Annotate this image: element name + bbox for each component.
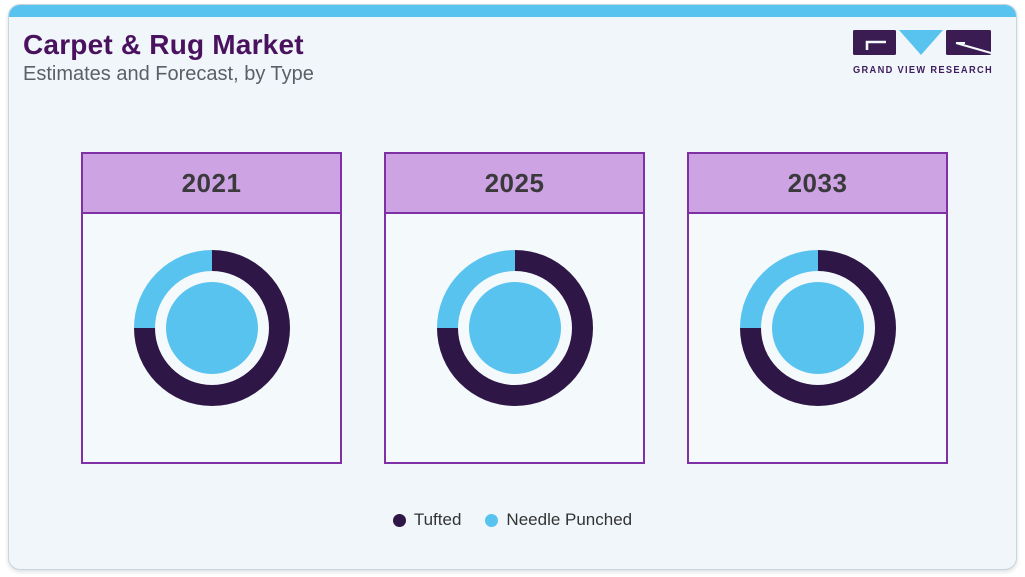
- donut-chart-2025: [436, 250, 593, 406]
- card-body: [83, 214, 340, 460]
- top-accent-bar: [9, 5, 1016, 17]
- year-cards-row: 2021 2025 2033: [81, 152, 948, 464]
- donut-center-circle: [165, 282, 258, 374]
- legend-item-tufted: Tufted: [392, 510, 462, 530]
- chart-legend: Tufted Needle Punched: [9, 510, 1016, 530]
- card-body: [689, 214, 946, 460]
- legend-item-needle-punched: Needle Punched: [485, 510, 632, 530]
- donut-chart-2033: [739, 250, 896, 406]
- card-body: [386, 214, 643, 460]
- card-year-header: 2021: [83, 154, 340, 214]
- donut-center-circle: [771, 282, 864, 374]
- infographic-panel: Carpet & Rug Market Estimates and Foreca…: [8, 4, 1017, 570]
- logo-wordmark: GRAND VIEW RESEARCH: [853, 64, 993, 76]
- donut-chart-2021: [133, 250, 290, 406]
- legend-label: Tufted: [413, 510, 462, 529]
- page-title: Carpet & Rug Market: [23, 29, 304, 60]
- donut-center-circle: [468, 282, 561, 374]
- card-year-header: 2033: [689, 154, 946, 214]
- logo-g-glyph: [865, 40, 886, 50]
- needle-punched-color-dot-icon: [485, 513, 499, 527]
- year-card-2033: 2033: [687, 152, 948, 464]
- gvr-logo: GRAND VIEW RESEARCH: [853, 30, 993, 76]
- legend-label: Needle Punched: [506, 510, 633, 529]
- year-card-2025: 2025: [384, 152, 645, 464]
- tufted-color-dot-icon: [392, 513, 406, 527]
- page-subtitle: Estimates and Forecast, by Type: [23, 63, 314, 85]
- logo-r-glyph: [955, 42, 992, 54]
- card-year-header: 2025: [386, 154, 643, 214]
- year-card-2021: 2021: [81, 152, 342, 464]
- logo-v-triangle-icon: [899, 30, 943, 55]
